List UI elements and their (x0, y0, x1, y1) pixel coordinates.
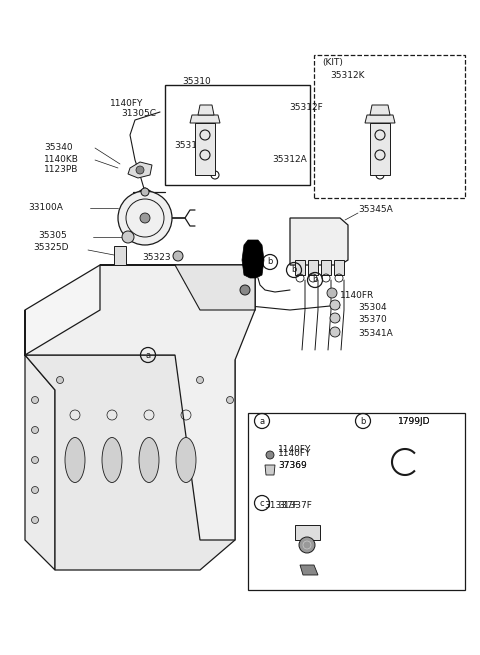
Circle shape (32, 457, 38, 464)
Text: 1799JD: 1799JD (398, 417, 431, 426)
Polygon shape (128, 162, 152, 178)
Bar (248, 413, 465, 590)
Circle shape (227, 396, 233, 403)
Circle shape (327, 288, 337, 298)
Text: 35312H: 35312H (174, 141, 209, 149)
Polygon shape (308, 260, 318, 275)
Polygon shape (25, 355, 235, 570)
Circle shape (196, 377, 204, 383)
Circle shape (122, 231, 134, 243)
Bar (165, 85, 310, 185)
Polygon shape (198, 105, 214, 115)
Polygon shape (290, 218, 348, 265)
Polygon shape (242, 240, 264, 278)
Circle shape (136, 166, 144, 174)
Circle shape (32, 426, 38, 434)
Polygon shape (25, 265, 255, 540)
Text: a: a (145, 350, 151, 360)
Bar (314, 55, 465, 198)
Circle shape (266, 451, 274, 459)
Polygon shape (25, 310, 55, 570)
Ellipse shape (139, 438, 159, 483)
Text: c: c (260, 498, 264, 508)
Text: 35340: 35340 (44, 143, 72, 153)
Circle shape (240, 285, 250, 295)
Text: a: a (259, 417, 264, 426)
Circle shape (330, 300, 340, 310)
Text: 31305C: 31305C (121, 109, 156, 119)
Polygon shape (195, 123, 215, 175)
Polygon shape (190, 115, 220, 123)
Polygon shape (365, 115, 395, 123)
Text: 33815E: 33815E (185, 267, 219, 276)
Ellipse shape (176, 438, 196, 483)
Text: 1140FY: 1140FY (278, 449, 312, 457)
Text: 35312A: 35312A (272, 155, 307, 164)
Text: 31337F: 31337F (278, 500, 312, 510)
Text: 35370: 35370 (358, 316, 387, 324)
Circle shape (140, 213, 150, 223)
Text: 35325D: 35325D (33, 244, 69, 252)
Ellipse shape (102, 438, 122, 483)
Text: (KIT): (KIT) (322, 58, 343, 67)
Polygon shape (300, 565, 318, 575)
Text: 35312F: 35312F (289, 102, 323, 111)
Polygon shape (100, 265, 255, 310)
Circle shape (32, 517, 38, 523)
Polygon shape (265, 465, 275, 475)
Circle shape (299, 537, 315, 553)
Text: 35341A: 35341A (358, 329, 393, 337)
Text: 35304: 35304 (358, 303, 386, 312)
Polygon shape (370, 123, 390, 175)
Circle shape (57, 377, 63, 383)
Text: b: b (267, 257, 273, 267)
Ellipse shape (65, 438, 85, 483)
Text: 37369: 37369 (278, 460, 307, 470)
Text: 31337F: 31337F (264, 500, 298, 510)
Text: 35310: 35310 (182, 77, 211, 86)
Text: 35305: 35305 (38, 231, 67, 240)
Circle shape (173, 251, 183, 261)
Polygon shape (321, 260, 331, 275)
Text: 1799JD: 1799JD (398, 417, 431, 426)
Text: 1123PB: 1123PB (44, 166, 78, 174)
Polygon shape (295, 525, 320, 540)
Text: b: b (291, 265, 297, 274)
Text: 1140FY: 1140FY (110, 98, 144, 107)
Text: 37369: 37369 (278, 462, 307, 470)
Circle shape (330, 327, 340, 337)
Text: b: b (360, 417, 366, 426)
Text: 35312K: 35312K (331, 71, 365, 81)
Text: 1140KB: 1140KB (44, 155, 79, 164)
Polygon shape (25, 265, 255, 355)
Polygon shape (370, 105, 390, 115)
Text: 35309: 35309 (185, 278, 214, 286)
Text: b: b (312, 276, 318, 284)
Polygon shape (295, 260, 305, 275)
Circle shape (32, 487, 38, 493)
Text: 1140FY: 1140FY (278, 445, 312, 455)
Polygon shape (334, 260, 344, 275)
Polygon shape (114, 246, 126, 265)
Text: 33100A: 33100A (28, 204, 63, 212)
Text: 35323: 35323 (142, 253, 170, 263)
Text: 1140FR: 1140FR (340, 291, 374, 299)
Circle shape (141, 188, 149, 196)
Text: 35345A: 35345A (358, 206, 393, 214)
Circle shape (32, 396, 38, 403)
Circle shape (118, 191, 172, 245)
Circle shape (330, 313, 340, 323)
